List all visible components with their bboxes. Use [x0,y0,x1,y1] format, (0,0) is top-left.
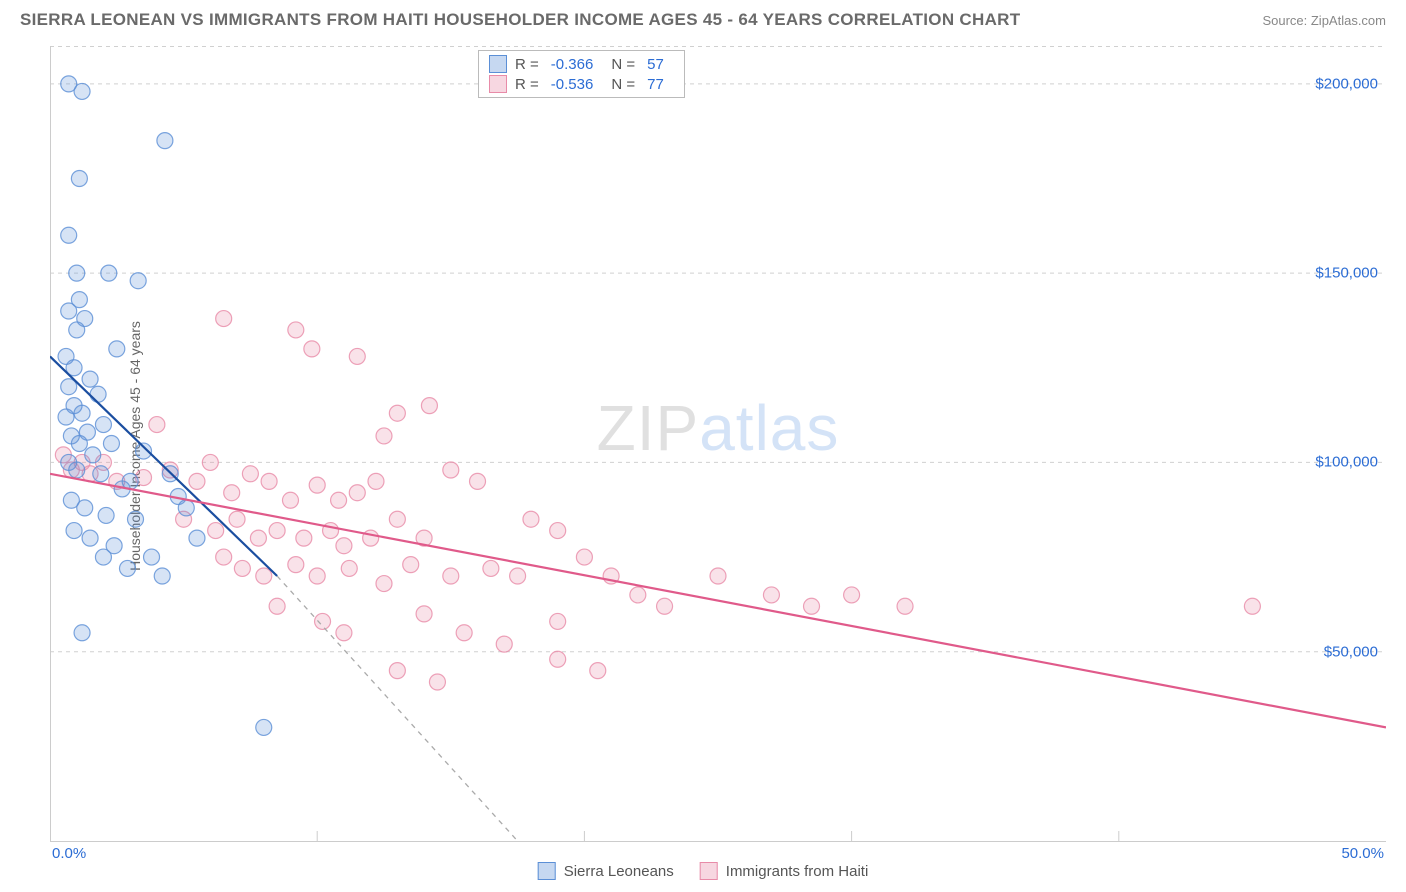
swatch-blue [489,55,507,73]
series-legend-item-pink: Immigrants from Haiti [700,862,869,880]
swatch-pink [489,75,507,93]
r-label: R = [515,76,539,93]
n-label: N = [611,76,635,93]
correlation-legend-row-blue: R = -0.366 N = 57 [489,55,674,73]
series-legend-item-blue: Sierra Leoneans [538,862,674,880]
r-value-pink: -0.536 [551,76,594,93]
x-axis-end-label: 50.0% [1341,845,1384,862]
r-label: R = [515,56,539,73]
n-value-blue: 57 [647,56,664,73]
r-value-blue: -0.366 [551,56,594,73]
source-name: ZipAtlas.com [1311,13,1386,28]
series-legend: Sierra Leoneans Immigrants from Haiti [538,862,869,880]
chart-plot-area: ZIPatlas $50,000$100,000$150,000$200,000 [50,46,1386,842]
chart-container: SIERRA LEONEAN VS IMMIGRANTS FROM HAITI … [0,0,1406,892]
y-tick-label: $50,000 [1324,643,1378,660]
series-label-blue: Sierra Leoneans [564,863,674,880]
correlation-legend-row-pink: R = -0.536 N = 77 [489,75,674,93]
source-label: Source: [1262,13,1310,28]
series-label-pink: Immigrants from Haiti [726,863,869,880]
swatch-blue [538,862,556,880]
n-value-pink: 77 [647,76,664,93]
chart-title: SIERRA LEONEAN VS IMMIGRANTS FROM HAITI … [20,10,1020,30]
chart-header: SIERRA LEONEAN VS IMMIGRANTS FROM HAITI … [0,0,1406,36]
swatch-pink [700,862,718,880]
correlation-legend: R = -0.366 N = 57 R = -0.536 N = 77 [478,50,685,98]
x-axis-start-label: 0.0% [52,845,86,862]
y-tick-label: $200,000 [1315,75,1378,92]
y-tick-label: $100,000 [1315,454,1378,471]
chart-svg [50,46,1386,841]
chart-source: Source: ZipAtlas.com [1262,13,1386,28]
y-tick-label: $150,000 [1315,265,1378,282]
n-label: N = [611,56,635,73]
